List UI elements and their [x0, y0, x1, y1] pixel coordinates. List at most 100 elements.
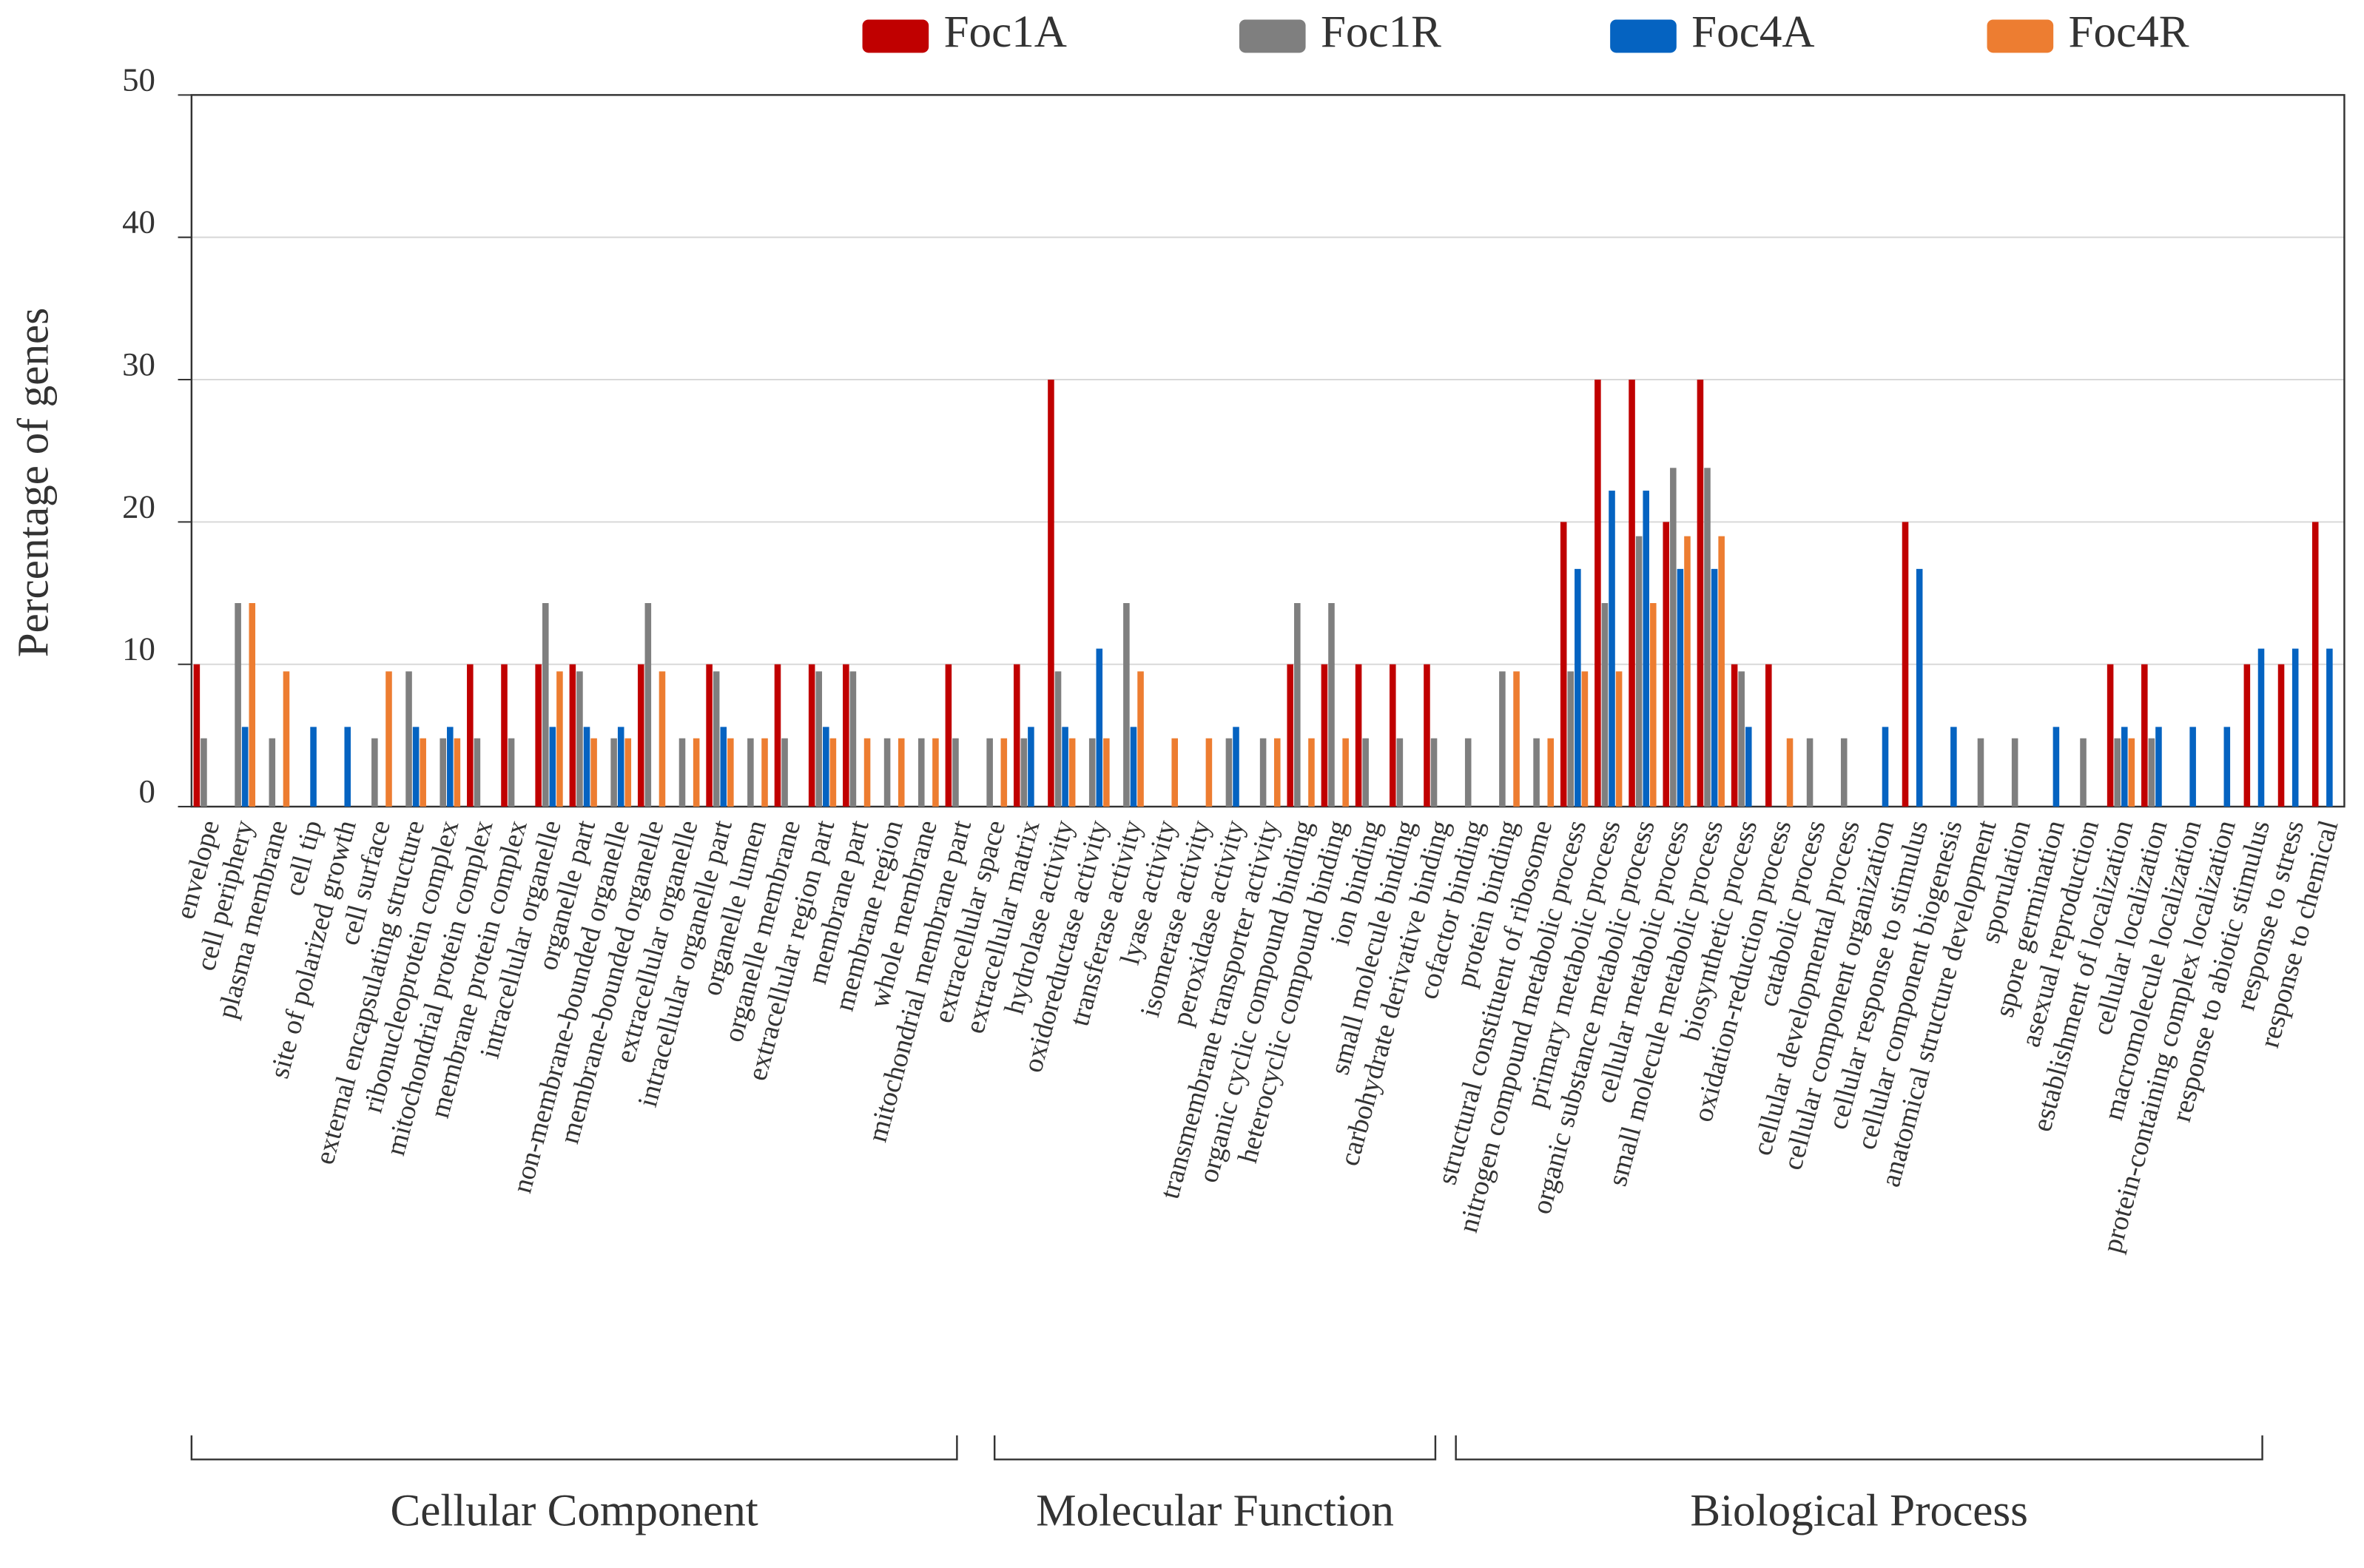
bar [542, 603, 549, 807]
legend-label: Foc4R [2069, 7, 2189, 57]
bar [883, 738, 891, 807]
bar [412, 727, 420, 807]
bar [1547, 738, 1555, 807]
bar [659, 671, 666, 807]
bar [1916, 568, 1923, 807]
bar [1355, 664, 1362, 807]
bar [385, 671, 392, 807]
bar [1765, 664, 1772, 807]
bar [1581, 671, 1589, 807]
bar [2052, 727, 2060, 807]
bar [405, 671, 412, 807]
bar [2148, 738, 2155, 807]
bar [713, 671, 720, 807]
bar [720, 727, 727, 807]
bar [849, 671, 857, 807]
bar [1711, 568, 1718, 807]
bar [454, 738, 461, 807]
bar [2107, 664, 2114, 807]
bar [1629, 380, 1635, 807]
y-tick-label: 40 [122, 203, 155, 240]
bar [1513, 671, 1520, 807]
bar [1533, 738, 1540, 807]
bar [2114, 738, 2121, 807]
bar [1684, 536, 1691, 807]
bar [774, 664, 781, 807]
bar [945, 664, 952, 807]
bar [2189, 727, 2196, 807]
bar [283, 671, 290, 807]
bar [1396, 738, 1404, 807]
bar [508, 738, 515, 807]
legend-label: Foc1A [944, 7, 1067, 57]
bar [1745, 727, 1752, 807]
bar [706, 664, 713, 807]
bar [1977, 738, 1984, 807]
bar [201, 738, 207, 807]
bar [1424, 664, 1430, 807]
group-bracket [993, 1435, 1437, 1461]
bar [1560, 522, 1567, 807]
bar [2141, 664, 2148, 807]
y-tick-label: 20 [122, 488, 155, 525]
bar [1294, 603, 1301, 807]
bar [269, 738, 276, 807]
bar [193, 664, 201, 807]
bar [637, 664, 644, 807]
bar [1273, 738, 1281, 807]
bar [1670, 468, 1677, 807]
legend-swatch [1239, 19, 1306, 53]
bar [2291, 648, 2299, 807]
bar [371, 738, 378, 807]
bar [2011, 738, 2018, 807]
bar [535, 664, 542, 807]
bar [1308, 738, 1315, 807]
bar [1068, 738, 1076, 807]
bar [467, 664, 474, 807]
legend-swatch [1610, 19, 1677, 53]
bar [843, 664, 849, 807]
bar [1287, 664, 1294, 807]
bar [1643, 491, 1649, 807]
bar [1609, 491, 1615, 807]
bar [249, 603, 256, 807]
bar [241, 727, 249, 807]
bar [549, 727, 556, 807]
bar [1430, 738, 1438, 807]
bar [1499, 671, 1506, 807]
bar [1786, 738, 1794, 807]
bar [576, 671, 583, 807]
bar [1464, 738, 1472, 807]
bar [1575, 568, 1581, 807]
group-label: Biological Process [1690, 1487, 2028, 1536]
bar [1697, 380, 1704, 807]
y-tick-label: 50 [122, 61, 155, 98]
bar [2223, 727, 2231, 807]
bar [1225, 738, 1233, 807]
bar [501, 664, 508, 807]
bar [1950, 727, 1957, 807]
bar [2080, 738, 2087, 807]
bar [1321, 664, 1328, 807]
group-label: Cellular Component [390, 1487, 758, 1536]
bar [1123, 603, 1130, 807]
bar [590, 738, 597, 807]
group-bracket [1455, 1435, 2263, 1461]
bar [1054, 671, 1062, 807]
bar [1601, 603, 1609, 807]
group-bracket [190, 1435, 958, 1461]
bar [1362, 738, 1369, 807]
bar [474, 738, 481, 807]
bar [310, 727, 317, 807]
bar [1650, 603, 1657, 807]
legend-label: Foc4A [1691, 7, 1814, 57]
bar [829, 738, 837, 807]
bar [644, 603, 652, 807]
bar [1635, 536, 1643, 807]
y-tick-label: 30 [122, 346, 155, 383]
bar [781, 738, 788, 807]
bar [617, 727, 624, 807]
bar [420, 738, 426, 807]
